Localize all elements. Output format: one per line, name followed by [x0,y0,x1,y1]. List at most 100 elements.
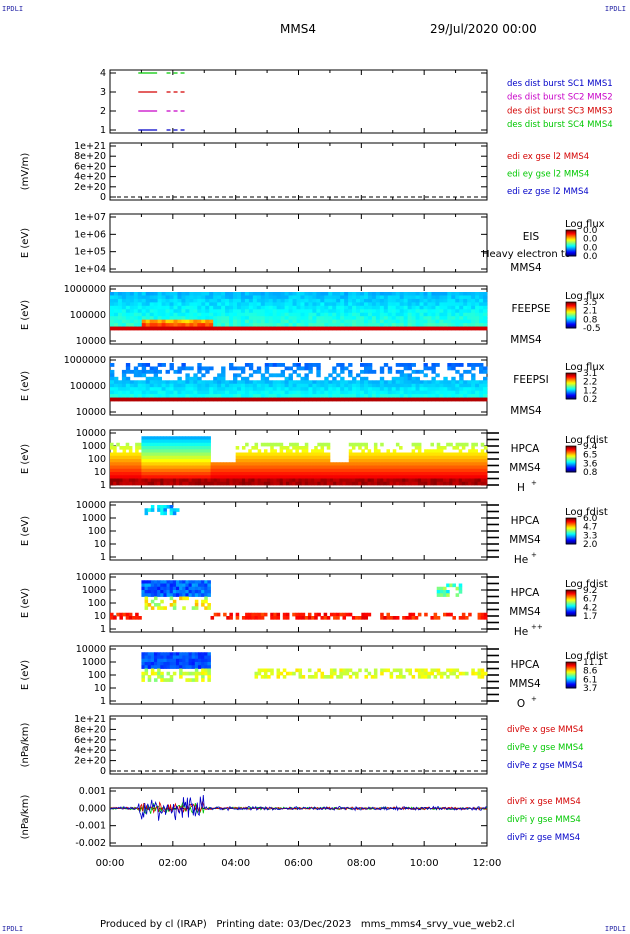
hpca-he1-cbar-segment [566,525,576,528]
feeps-electron-cell [113,292,119,296]
feeps-ion-cell [308,390,313,395]
hpca-h-cell [461,478,466,483]
feeps-ion-cell [240,394,246,398]
hpca-o-cell [436,668,441,673]
feeps-electron-cell [300,298,305,303]
hpca-h-cell [392,481,397,486]
hpca-he2-cell [188,586,193,591]
hpca-o-cell [336,675,340,679]
hpca-he2-spacecraft: MMS4 [509,606,541,618]
feeps-ion-cell [479,387,484,392]
feeps-ion-cell [248,363,254,367]
hpca-h-cell [141,478,145,483]
hpca-h-cell [345,468,350,473]
feeps-ion-cell [280,383,286,388]
feeps-ion-cell [284,390,289,395]
hpca-o-cell [150,655,155,660]
hpca-h-cell [465,442,469,447]
feeps-electron-cell [193,302,198,307]
feeps-electron-cell [344,295,349,300]
feeps-ion-cell [217,390,222,395]
hpca-h-cell [433,472,438,476]
feeps-ion-cell [471,397,476,402]
hpca-h-cell [219,475,224,479]
hpca-he2-cbar-segment [566,590,576,592]
hpca-h-cell [172,475,177,479]
hpca-o-cell [477,675,482,679]
feeps-electron-cell [129,295,135,300]
feeps-electron-cell [304,298,309,303]
feeps-electron-cell [328,295,333,300]
hpca-h-cell [163,465,167,470]
feeps-electron-cell [217,312,222,317]
hpca-h-cell [304,452,309,457]
feeps-electron-cell [268,292,274,296]
feeps-electron-cell [209,309,214,314]
hpca-o-cbar-segment [566,675,576,677]
feeps-ion-cbar-segment [566,391,576,393]
hpca-h-cell [323,465,328,470]
hpca-h-cell [163,442,167,447]
hpca-h-cell [125,481,130,486]
feeps-electron-cell [177,312,182,317]
hpca-h-cell [323,462,328,466]
feeps-ion-cell [264,387,270,392]
hpca-h-cell [153,481,158,486]
hpca-h-cell [245,455,249,460]
hpca-h-cell [166,442,171,447]
feeps-electron-cell [181,319,186,324]
feeps-electron-cell [248,292,254,296]
feeps-electron-cell [169,323,174,327]
hpca-o-cell [157,658,161,663]
hpca-h-cell [361,465,365,470]
hpca-h-cell [449,452,453,457]
feeps-electron-cell [423,302,428,307]
hpca-h-cell [172,436,177,440]
feeps-electron-cell [189,305,194,310]
hpca-h-cell [436,452,441,457]
hpca-o-cell [307,675,312,679]
hpca-he2-cell [443,593,447,597]
hpca-h-cell [304,481,309,486]
feeps-ion-cell [197,394,202,398]
feeps-ion-cell [447,366,452,371]
feeps-ion-cell [280,380,286,385]
hpca-h-cell [436,449,441,453]
feeps-electron-cell [483,309,488,314]
hpca-h-cell [311,481,315,486]
hpca-h-cell [122,465,127,470]
feeps-electron-cell [356,312,361,317]
feeps-ion-cell [264,369,270,374]
hpca-he1-cell [172,508,177,512]
hpca-h-cell [147,455,152,460]
feeps-ion-cell [292,369,297,374]
hpca-h-cell [411,462,416,466]
hpca-h-cell [307,468,312,473]
hpca-h-cell [364,459,369,463]
feeps-ion-cell [244,376,250,381]
feeps-ion-cell [367,369,373,374]
hpca-h-cell [135,472,139,476]
feeps-electron-cell [471,323,476,327]
hpca-h-cell [270,472,274,476]
hpca-h-cell [131,481,136,486]
feeps-ion-cell [177,380,182,385]
hpca-h-cell [424,465,428,470]
feeps-electron-cell [201,319,206,324]
hpca-o-cell [175,662,180,666]
hpca-h-cell [201,459,205,463]
divpe-legend-item: divPe z gse MMS4 [507,761,583,771]
feeps-ion-cell [173,397,178,402]
hpca-h-cell [257,481,262,486]
feeps-electron-cell [479,316,484,321]
feeps-electron-cell [233,302,238,307]
feeps-ion-cell [423,390,428,395]
feeps-electron-cell [113,326,119,331]
hpca-o-cell [254,675,259,679]
hpca-o-cell [207,662,211,666]
hpca-he2-cell [197,580,202,584]
feeps-electron-cell [455,312,460,317]
hpca-h-cell [480,459,485,463]
hpca-h-cell [452,446,456,450]
hpca-h-cell [150,455,155,460]
